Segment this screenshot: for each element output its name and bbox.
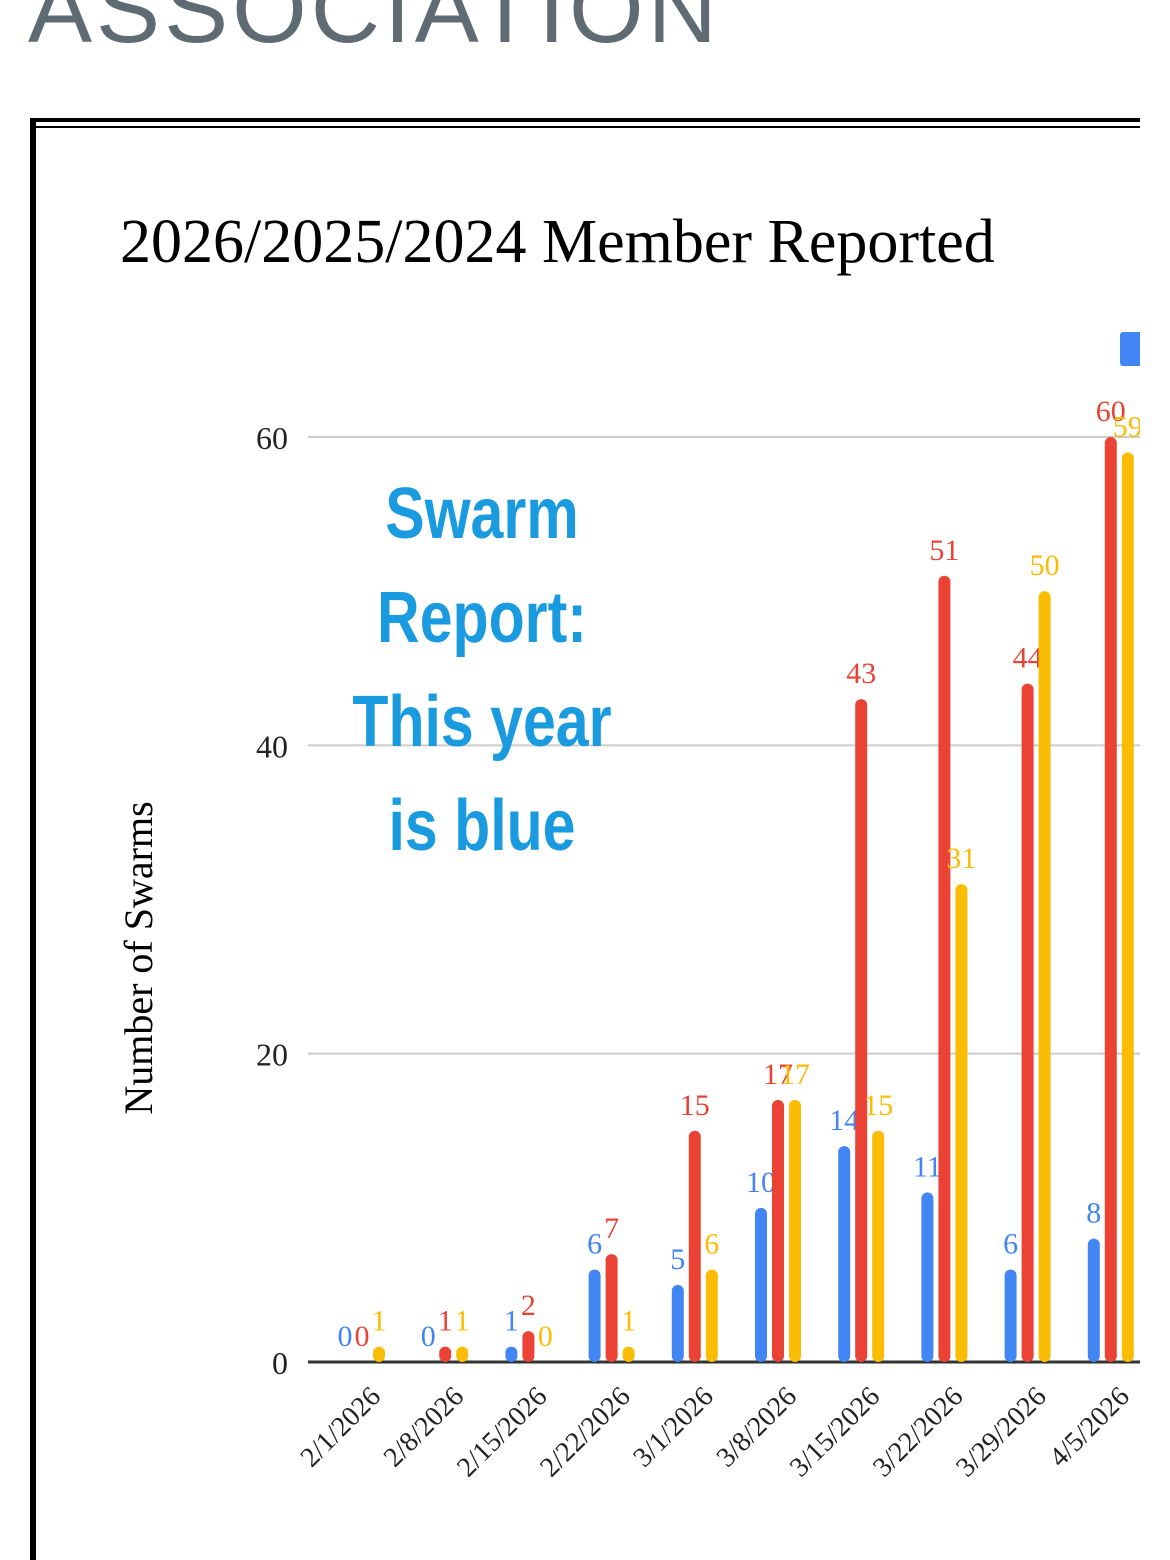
bar [872,1130,885,1362]
value-label: 43 [846,657,876,690]
bar [1004,1269,1017,1362]
bar [373,1346,385,1362]
value-label: 31 [946,842,976,875]
value-label: 8 [1086,1197,1101,1230]
annotation: is blue [389,784,576,865]
value-label: 0 [538,1320,553,1353]
bar [456,1346,469,1362]
value-label: 7 [604,1212,619,1245]
chart-title: 2026/2025/2024 Member Reported [120,208,995,276]
value-label: 1 [504,1305,519,1338]
bar [789,1099,801,1362]
x-tick-label: 4/5/2026 [1043,1381,1135,1473]
bar [671,1284,684,1362]
value-label: 50 [1030,549,1060,582]
value-label: 17 [780,1058,810,1091]
value-label: 51 [929,534,959,567]
value-label: 11 [913,1150,942,1183]
annotation: Swarm [385,472,579,553]
bar [705,1269,718,1362]
bar [1104,437,1117,1362]
frame-left [30,118,36,1560]
bar [955,884,968,1362]
frame-top [30,118,1140,122]
bar [1021,683,1034,1362]
chart: 2026/2025/2024 Member Reported Number of… [116,208,1143,1483]
value-label: 15 [680,1089,710,1122]
value-label: 6 [704,1228,719,1261]
bar [938,575,951,1362]
bar [588,1269,601,1362]
y-tick-label: 0 [272,1345,288,1381]
value-label: 60 [1096,395,1126,428]
x-tick-label: 3/22/2026 [867,1381,969,1483]
y-tick-label: 60 [256,420,288,456]
value-label: 1 [438,1305,453,1338]
value-label: 17 [763,1058,793,1091]
value-label: 0 [355,1320,370,1353]
x-tick-label: 2/1/2026 [295,1381,387,1473]
bar [605,1254,618,1362]
value-label: 15 [863,1089,893,1122]
x-tick-label: 2/15/2026 [451,1381,553,1483]
value-label: 59 [1113,410,1143,443]
x-tick-label: 3/29/2026 [950,1381,1052,1483]
value-label: 6 [1003,1228,1018,1261]
bar [522,1331,535,1362]
bar [1087,1238,1100,1362]
bar [921,1192,934,1362]
bar [838,1146,851,1362]
value-label: 44 [1013,642,1043,675]
y-axis-label: Number of Swarms [116,801,161,1114]
value-label: 2 [521,1289,536,1322]
value-label: 10 [746,1166,776,1199]
y-tick-label: 40 [256,728,288,764]
bar [505,1346,518,1362]
frame-top-inner [30,126,1140,128]
value-label: 1 [455,1305,470,1338]
x-tick-label: 3/15/2026 [784,1381,886,1483]
value-label: 5 [670,1243,685,1276]
value-label: 0 [338,1320,353,1353]
y-tick-label: 20 [256,1037,288,1073]
legend-swatch [1120,332,1140,366]
annotation: Report: [377,576,587,657]
bar [1121,452,1134,1363]
bar [622,1346,635,1362]
value-label: 0 [421,1320,436,1353]
bar [755,1207,767,1362]
bar [1038,591,1051,1362]
value-label: 1 [372,1305,387,1338]
bar [772,1099,784,1362]
bar [439,1346,452,1362]
x-tick-label: 2/22/2026 [534,1381,636,1483]
value-label: 14 [829,1104,859,1137]
bar [855,699,868,1362]
x-tick-label: 3/1/2026 [627,1381,719,1473]
annotation: This year [352,680,611,761]
bar [688,1130,701,1362]
value-label: 6 [587,1228,602,1261]
site-header: ASSOCIATION [28,0,721,63]
value-label: 1 [621,1305,636,1338]
